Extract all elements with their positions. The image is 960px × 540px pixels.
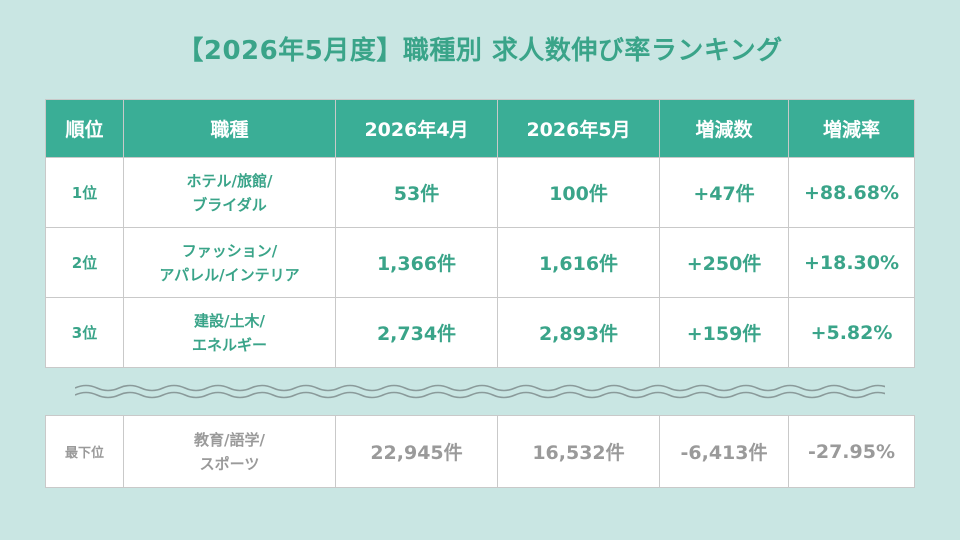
- job-line: 教育/語学/: [194, 430, 265, 449]
- wave-line-bottom: [75, 391, 885, 399]
- lowest-rank-table: 最下位 教育/語学/ スポーツ 22,945件 16,532件 -6,413件 …: [45, 415, 915, 488]
- rank-cell: 3位: [45, 297, 124, 368]
- page-title: 【2026年5月度】職種別 求人数伸び率ランキング: [177, 36, 783, 66]
- header-rank: 順位: [45, 99, 124, 158]
- rank-cell: 1位: [45, 157, 124, 228]
- header-april: 2026年4月: [335, 99, 498, 158]
- header-rate: 増減率: [788, 99, 915, 158]
- job-line: アパレル/インテリア: [159, 265, 300, 284]
- wave-divider: [75, 384, 885, 399]
- april-cell: 2,734件: [335, 297, 498, 368]
- may-cell: 100件: [497, 157, 660, 228]
- job-line: スポーツ: [199, 454, 260, 473]
- diff-cell: -6,413件: [659, 415, 789, 488]
- wave-line-top: [75, 384, 885, 392]
- job-line: エネルギー: [191, 335, 267, 354]
- rate-cell: -27.95%: [788, 415, 915, 488]
- rate-cell: +18.30%: [788, 227, 915, 298]
- job-cell: ホテル/旅館/ ブライダル: [123, 157, 336, 228]
- header-may: 2026年5月: [497, 99, 660, 158]
- header-job: 職種: [123, 99, 336, 158]
- job-line: ホテル/旅館/: [186, 171, 273, 190]
- rate-cell: +5.82%: [788, 297, 915, 368]
- header-diff: 増減数: [659, 99, 789, 158]
- table-row: 2位 ファッション/ アパレル/インテリア 1,366件 1,616件 +250…: [45, 227, 915, 298]
- diff-cell: +159件: [659, 297, 789, 368]
- table-row: 最下位 教育/語学/ スポーツ 22,945件 16,532件 -6,413件 …: [45, 415, 915, 488]
- may-cell: 16,532件: [497, 415, 660, 488]
- job-cell: ファッション/ アパレル/インテリア: [123, 227, 336, 298]
- job-line: ファッション/: [181, 241, 278, 260]
- job-cell: 建設/土木/ エネルギー: [123, 297, 336, 368]
- may-cell: 1,616件: [497, 227, 660, 298]
- job-cell: 教育/語学/ スポーツ: [123, 415, 336, 488]
- rank-cell: 最下位: [45, 415, 124, 488]
- april-cell: 1,366件: [335, 227, 498, 298]
- april-cell: 22,945件: [335, 415, 498, 488]
- ranking-table: 順位 職種 2026年4月 2026年5月 増減数 増減率 1位 ホテル/旅館/…: [45, 99, 915, 368]
- table-row: 1位 ホテル/旅館/ ブライダル 53件 100件 +47件 +88.68%: [45, 157, 915, 228]
- april-cell: 53件: [335, 157, 498, 228]
- diff-cell: +47件: [659, 157, 789, 228]
- rank-cell: 2位: [45, 227, 124, 298]
- diff-cell: +250件: [659, 227, 789, 298]
- table-header-row: 順位 職種 2026年4月 2026年5月 増減数 増減率: [45, 99, 915, 158]
- job-line: 建設/土木/: [194, 311, 265, 330]
- may-cell: 2,893件: [497, 297, 660, 368]
- rate-cell: +88.68%: [788, 157, 915, 228]
- job-line: ブライダル: [192, 195, 267, 214]
- table-row: 3位 建設/土木/ エネルギー 2,734件 2,893件 +159件 +5.8…: [45, 297, 915, 368]
